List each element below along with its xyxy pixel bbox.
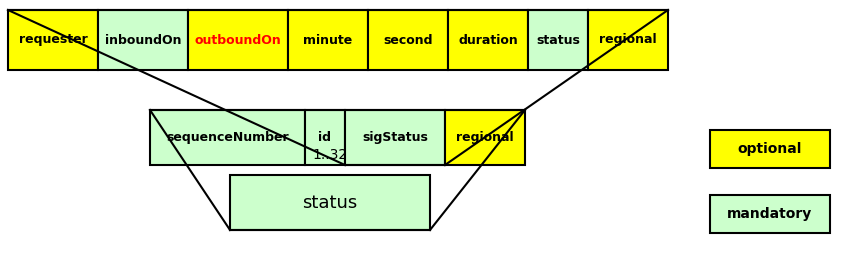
FancyBboxPatch shape bbox=[188, 10, 288, 70]
FancyBboxPatch shape bbox=[288, 10, 368, 70]
Text: id: id bbox=[319, 131, 332, 144]
FancyBboxPatch shape bbox=[8, 10, 98, 70]
FancyBboxPatch shape bbox=[150, 110, 305, 165]
Text: inboundOn: inboundOn bbox=[105, 34, 181, 46]
Text: status: status bbox=[536, 34, 580, 46]
Text: mandatory: mandatory bbox=[728, 207, 813, 221]
FancyBboxPatch shape bbox=[448, 10, 528, 70]
FancyBboxPatch shape bbox=[305, 110, 345, 165]
Text: duration: duration bbox=[458, 34, 518, 46]
Text: status: status bbox=[303, 194, 358, 211]
FancyBboxPatch shape bbox=[588, 10, 668, 70]
Text: 1..32: 1..32 bbox=[313, 148, 348, 162]
FancyBboxPatch shape bbox=[528, 10, 588, 70]
Text: minute: minute bbox=[303, 34, 353, 46]
Text: outboundOn: outboundOn bbox=[195, 34, 281, 46]
Text: sigStatus: sigStatus bbox=[362, 131, 428, 144]
FancyBboxPatch shape bbox=[230, 175, 430, 230]
FancyBboxPatch shape bbox=[710, 130, 830, 168]
Text: sequenceNumber: sequenceNumber bbox=[167, 131, 289, 144]
FancyBboxPatch shape bbox=[98, 10, 188, 70]
Text: regional: regional bbox=[456, 131, 513, 144]
FancyBboxPatch shape bbox=[710, 195, 830, 233]
FancyBboxPatch shape bbox=[445, 110, 525, 165]
Text: second: second bbox=[383, 34, 433, 46]
Text: requester: requester bbox=[19, 34, 88, 46]
FancyBboxPatch shape bbox=[345, 110, 445, 165]
Text: optional: optional bbox=[738, 142, 802, 156]
Text: regional: regional bbox=[599, 34, 657, 46]
FancyBboxPatch shape bbox=[368, 10, 448, 70]
